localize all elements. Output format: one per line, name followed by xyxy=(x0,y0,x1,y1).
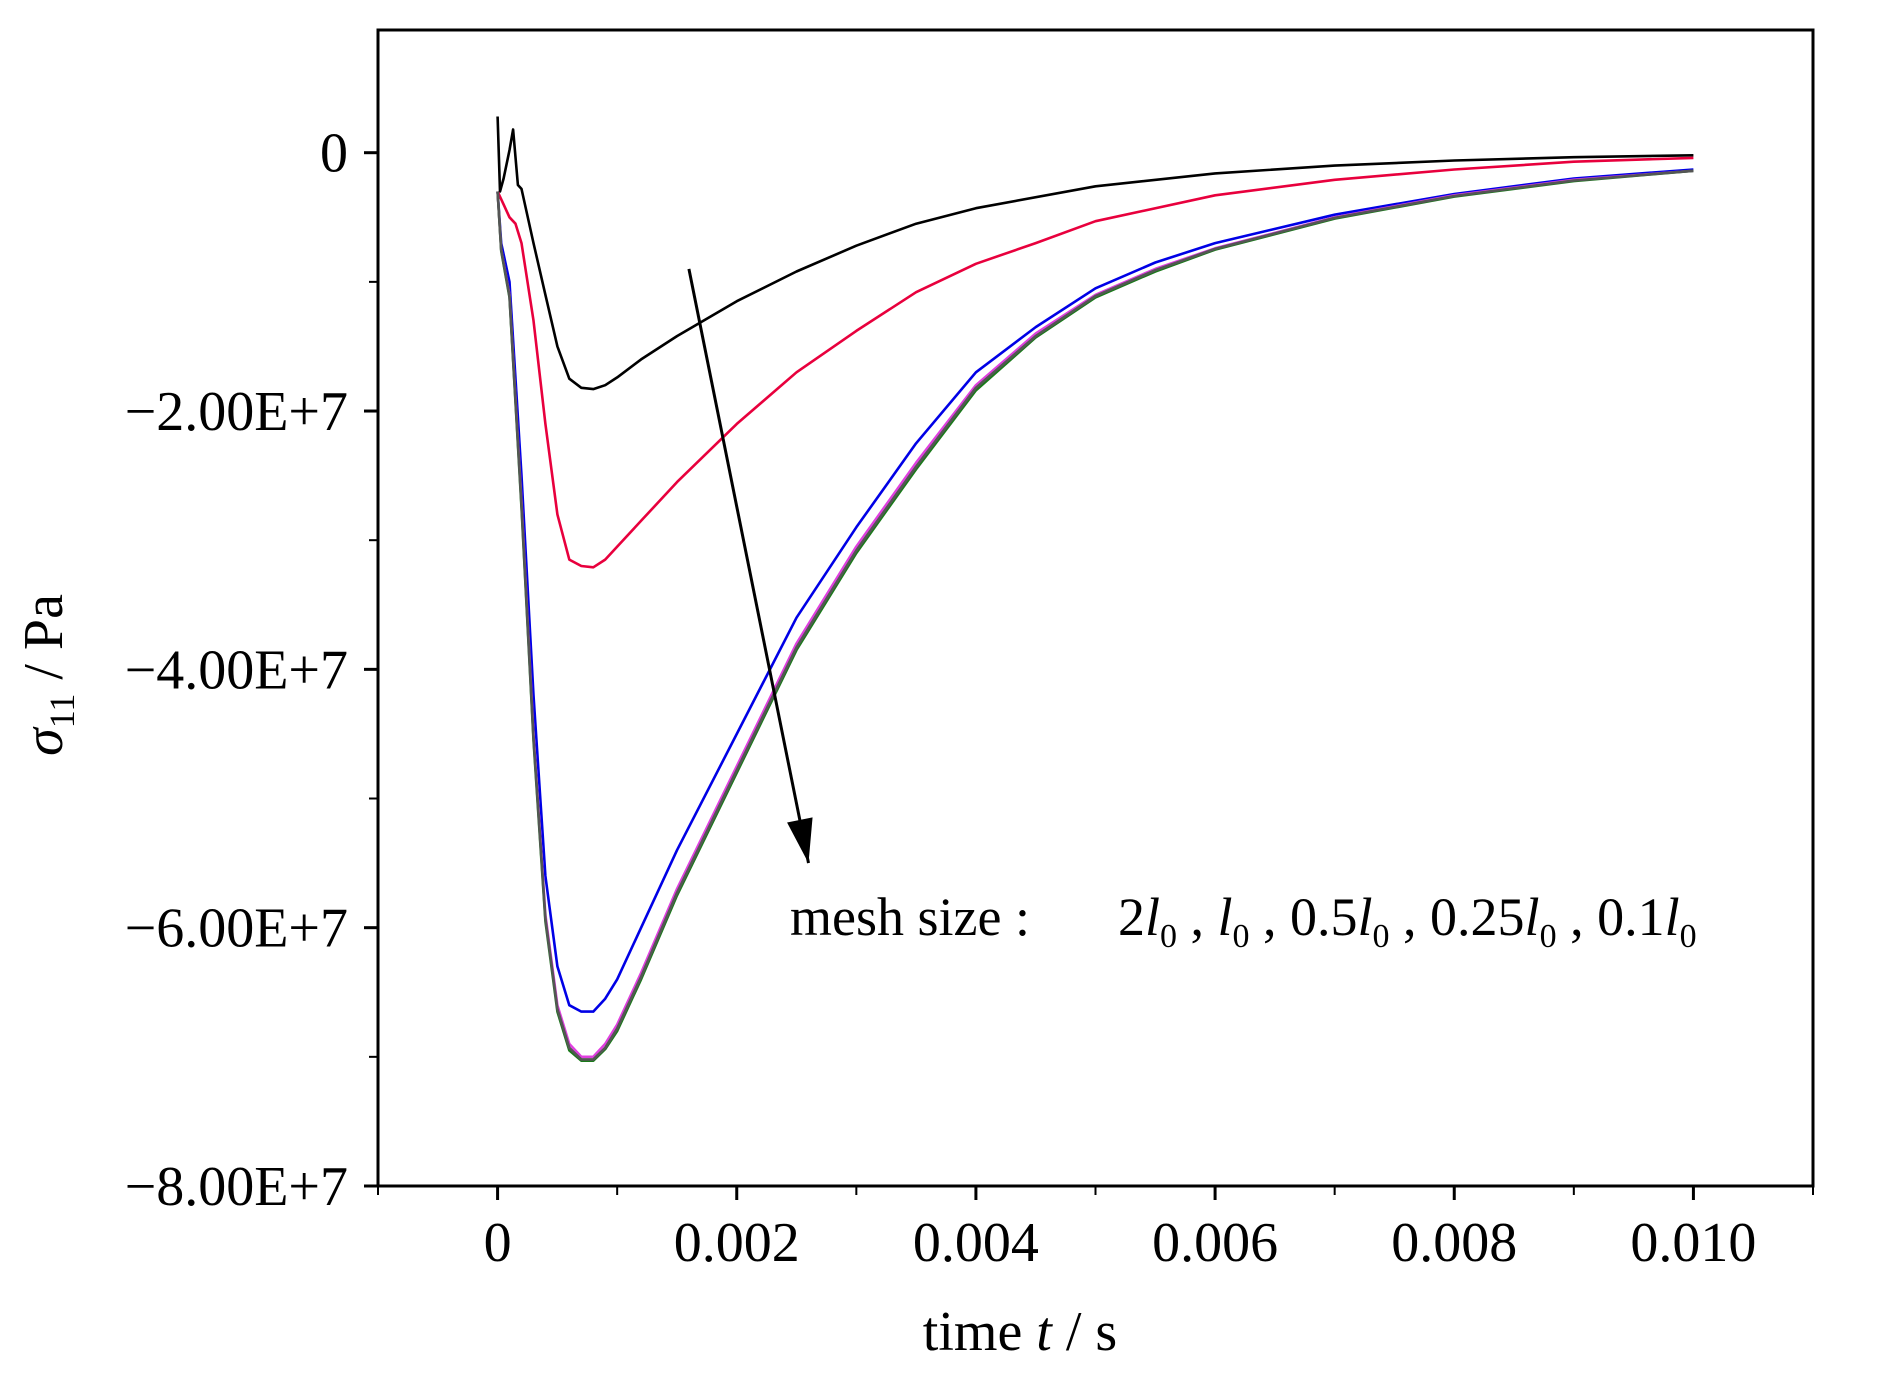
x-tick-label: 0 xyxy=(484,1212,512,1274)
series-line-3 xyxy=(496,168,1694,1013)
annotation-mesh-sizes: 2l0 , l0 , 0.5l0 , 0.25l0 , 0.1l0 xyxy=(1118,887,1697,955)
series-group xyxy=(496,116,1694,1062)
series-line-1 xyxy=(496,116,1694,391)
series-line-2 xyxy=(496,156,1694,569)
y-tick-label: −6.00E+7 xyxy=(125,898,348,960)
annotation-arrow-shaft xyxy=(687,268,810,864)
tick-labels: 0 0.002 0.004 0.006 0.008 0.010 0 −2.00E+7 −4.00… xyxy=(125,123,1757,1274)
annotation xyxy=(687,268,813,864)
x-tick-label: 0.004 xyxy=(913,1212,1039,1274)
x-axis-title: time t / s xyxy=(923,1301,1117,1363)
annotation-arrow-head xyxy=(787,817,813,864)
x-tick-label: 0.002 xyxy=(674,1212,800,1274)
y-tick-label: −8.00E+7 xyxy=(125,1156,348,1218)
x-tick-label: 0.006 xyxy=(1152,1212,1278,1274)
annotation-text: mesh size : xyxy=(790,887,1030,947)
y-axis-title: σ11 / Pa xyxy=(13,594,82,756)
series-line-6 xyxy=(496,169,1694,1061)
y-tick-label: −2.00E+7 xyxy=(125,381,348,443)
x-tick-label: 0.008 xyxy=(1391,1212,1517,1274)
y-tick-label: −4.00E+7 xyxy=(125,639,348,701)
y-tick-label: 0 xyxy=(320,123,348,185)
ticks xyxy=(364,151,1814,1200)
x-tick-label: 0.010 xyxy=(1630,1212,1756,1274)
